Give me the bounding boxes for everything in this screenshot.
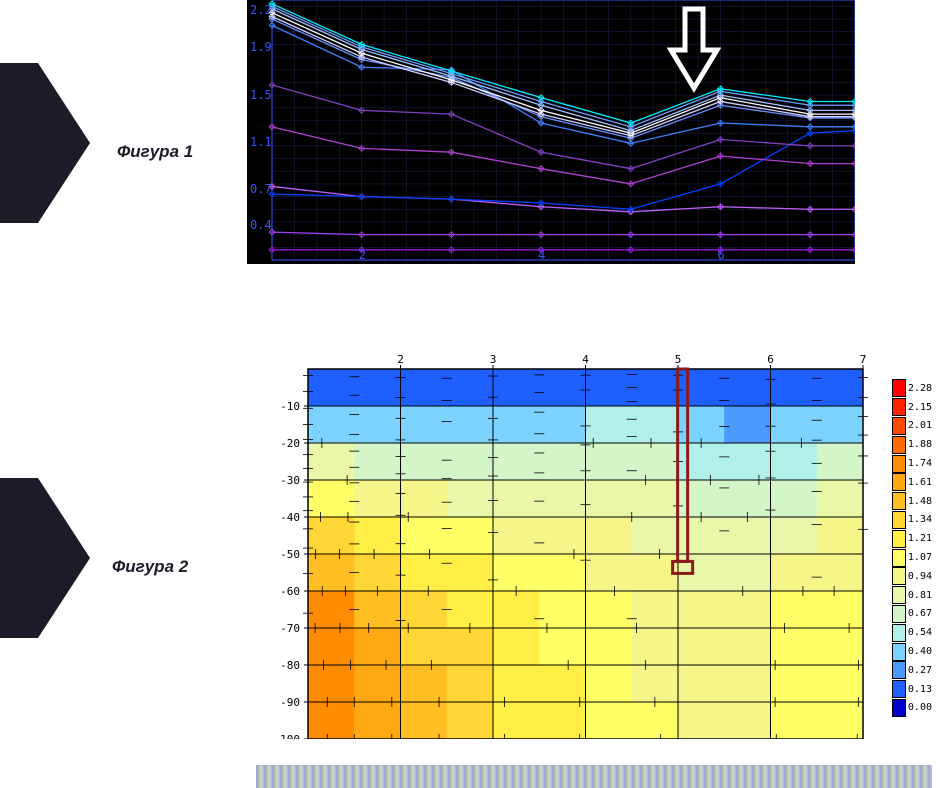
legend-item: 0.00 bbox=[892, 699, 932, 718]
y-tick: 1.9 bbox=[250, 40, 272, 54]
svg-text:-60: -60 bbox=[280, 585, 300, 598]
figure1-chart: 2.2 1.9 1.5 1.1 0.7 0.4 2 4 6 bbox=[247, 0, 855, 264]
svg-text:-50: -50 bbox=[280, 548, 300, 561]
y-tick: 1.1 bbox=[250, 135, 272, 149]
svg-text:5: 5 bbox=[675, 353, 682, 366]
svg-text:6: 6 bbox=[767, 353, 774, 366]
legend-item: 2.01 bbox=[892, 417, 932, 436]
footer-bar bbox=[256, 765, 932, 788]
svg-text:-90: -90 bbox=[280, 696, 300, 709]
legend-item: 1.34 bbox=[892, 511, 932, 530]
legend-item: 0.27 bbox=[892, 661, 932, 680]
figure1-label: Фигура 1 bbox=[117, 142, 193, 162]
legend-item: 0.67 bbox=[892, 605, 932, 624]
svg-text:-40: -40 bbox=[280, 511, 300, 524]
legend-item: 1.74 bbox=[892, 454, 932, 473]
svg-text:-80: -80 bbox=[280, 659, 300, 672]
legend-item: 1.61 bbox=[892, 473, 932, 492]
svg-text:-70: -70 bbox=[280, 622, 300, 635]
legend-item: 0.40 bbox=[892, 642, 932, 661]
legend-item: 0.94 bbox=[892, 567, 932, 586]
svg-text:7: 7 bbox=[860, 353, 867, 366]
legend-item: 1.07 bbox=[892, 548, 932, 567]
figure2-chart: 2 3 4 5 6 7 -10 -20 -30 -40 -50 -60 -70 -80 -90 -100 2.… bbox=[256, 349, 932, 739]
svg-text:-30: -30 bbox=[280, 474, 300, 487]
y-tick: 1.5 bbox=[250, 88, 272, 102]
y-tick: 0.4 bbox=[250, 218, 272, 232]
legend-item: 0.81 bbox=[892, 586, 932, 605]
legend-item: 1.48 bbox=[892, 492, 932, 511]
legend-item: 1.21 bbox=[892, 529, 932, 548]
legend-item: 2.28 bbox=[892, 379, 932, 398]
x-tick: 4 bbox=[538, 248, 545, 262]
legend-item: 2.15 bbox=[892, 398, 932, 417]
arrow-down-icon bbox=[667, 6, 721, 94]
svg-text:4: 4 bbox=[582, 353, 589, 366]
legend-item: 0.54 bbox=[892, 623, 932, 642]
figure2-label: Фигура 2 bbox=[112, 557, 188, 577]
legend-item: 1.88 bbox=[892, 435, 932, 454]
svg-text:-10: -10 bbox=[280, 400, 300, 413]
y-tick: 2.2 bbox=[250, 3, 272, 17]
y-tick: 0.7 bbox=[250, 182, 272, 196]
colorscale-legend: 2.282.152.011.881.741.611.481.341.211.07… bbox=[892, 379, 932, 717]
svg-text:-20: -20 bbox=[280, 437, 300, 450]
pentagon-marker-2 bbox=[0, 478, 90, 638]
svg-text:-100: -100 bbox=[274, 733, 301, 739]
svg-text:3: 3 bbox=[490, 353, 497, 366]
svg-text:2: 2 bbox=[397, 353, 404, 366]
legend-item: 0.13 bbox=[892, 680, 932, 699]
x-tick: 6 bbox=[717, 248, 724, 262]
pentagon-marker-1 bbox=[0, 63, 90, 223]
x-tick: 2 bbox=[359, 248, 366, 262]
